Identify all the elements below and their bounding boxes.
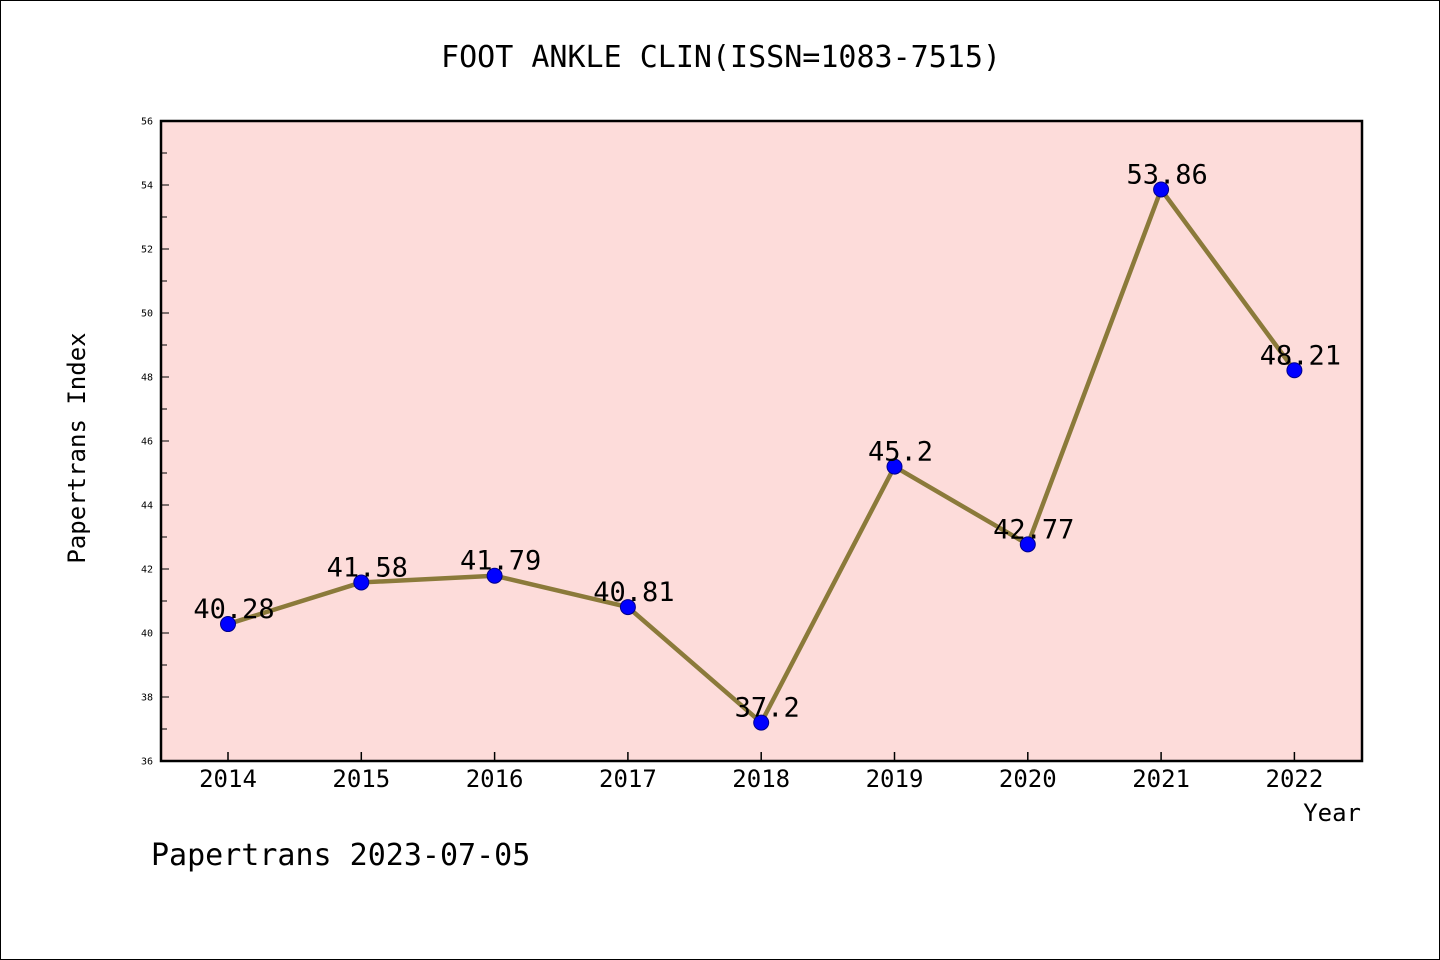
data-label: 42.77	[993, 514, 1074, 545]
x-tick-label: 2018	[732, 765, 790, 793]
x-tick-label: 2017	[599, 765, 657, 793]
y-tick-label: 48	[141, 373, 153, 384]
y-tick-label: 38	[141, 693, 153, 704]
x-tick-label: 2016	[466, 765, 524, 793]
x-tick-label: 2015	[332, 765, 390, 793]
y-tick-label: 44	[141, 501, 153, 512]
data-label: 37.2	[735, 693, 800, 724]
y-axis-label: Papertrans Index	[63, 332, 91, 563]
y-tick-label: 36	[141, 757, 153, 768]
data-point-marker	[1019, 536, 1036, 553]
footer-stamp: Papertrans 2023-07-05	[151, 838, 530, 873]
x-tick-label: 2019	[866, 765, 924, 793]
y-tick-label: 50	[141, 309, 153, 320]
x-tick-label: 2020	[999, 765, 1057, 793]
data-label: 40.28	[193, 594, 274, 625]
series-line-group	[220, 181, 1303, 731]
y-tick-label: 54	[141, 181, 153, 192]
data-label: 53.86	[1126, 159, 1207, 190]
data-point-marker	[1153, 181, 1170, 198]
y-tick-label: 56	[141, 117, 153, 128]
data-point-marker	[753, 714, 770, 731]
y-tick-label: 40	[141, 629, 153, 640]
data-label: 40.81	[593, 577, 674, 608]
y-tick-label: 46	[141, 437, 153, 448]
data-point-marker	[886, 458, 903, 475]
data-point-marker	[353, 574, 370, 591]
y-tick-label: 52	[141, 245, 153, 256]
data-labels: 40.28 41.58 41.79 40.81 37.2 45.2 42.77 53.86 48…	[193, 159, 1341, 723]
plot-area	[159, 119, 1364, 763]
y-tick-label: 42	[141, 565, 153, 576]
x-axis-label: Year	[1303, 799, 1361, 827]
chart-title: FOOT ANKLE CLIN(ISSN=1083-7515)	[441, 40, 1001, 75]
y-axis: 36 38 40 42 44 46 48 50 52 54 56	[141, 117, 169, 768]
data-point-marker	[619, 599, 636, 616]
data-point-marker	[220, 616, 236, 633]
data-label: 41.79	[460, 546, 541, 577]
x-tick-label: 2022	[1266, 765, 1324, 793]
data-label: 45.2	[868, 437, 933, 468]
data-point-marker	[1286, 362, 1303, 379]
x-tick-label: 2021	[1132, 765, 1190, 793]
data-label: 48.21	[1260, 340, 1341, 371]
data-point-marker	[486, 567, 503, 584]
x-axis: 2014 2015 2016 2017 2018 2019 2020 2021 2022	[199, 752, 1323, 793]
x-tick-label: 2014	[199, 765, 257, 793]
data-label: 41.58	[327, 552, 408, 583]
